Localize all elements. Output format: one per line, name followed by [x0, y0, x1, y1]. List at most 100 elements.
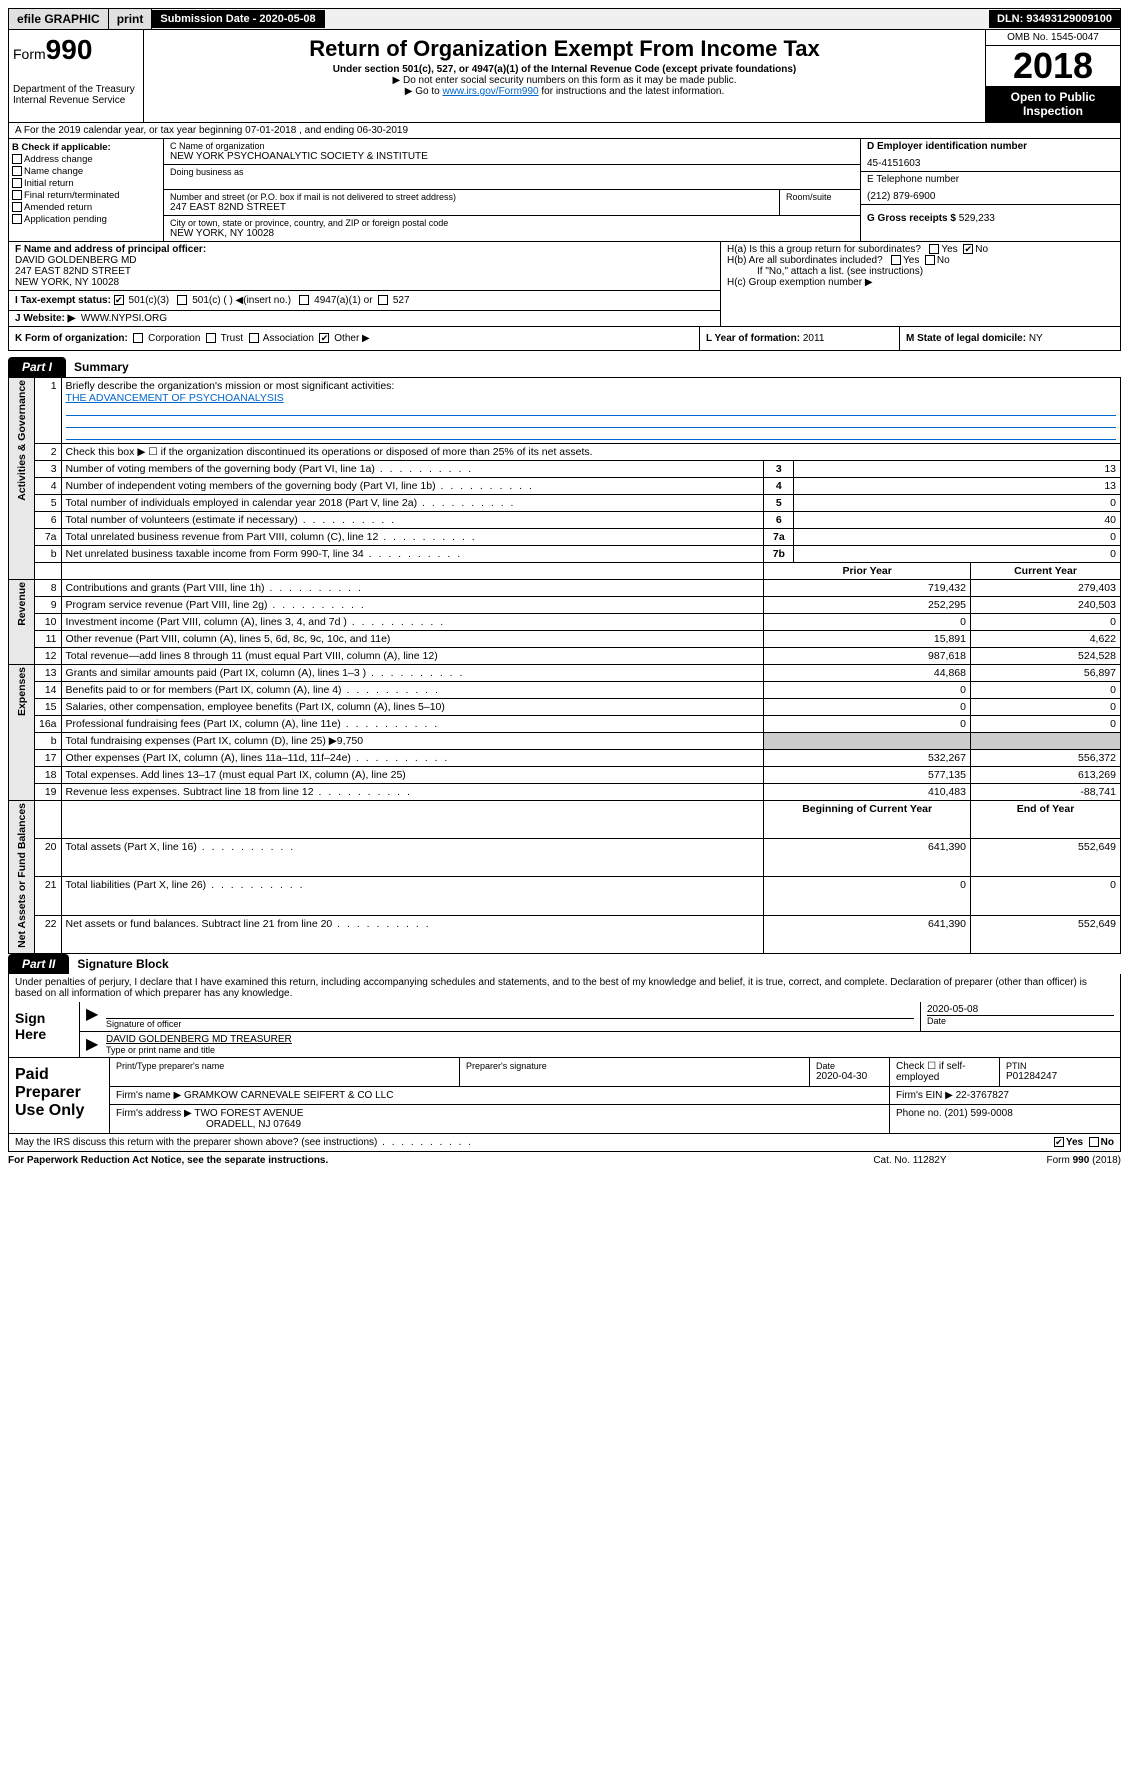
- line-20-num: 20: [35, 839, 62, 877]
- initial-return-checkbox[interactable]: [12, 178, 22, 188]
- note-ssn: ▶ Do not enter social security numbers o…: [148, 75, 981, 86]
- ein-value: 45-4151603: [867, 158, 1114, 169]
- 4947a1-checkbox[interactable]: [299, 295, 309, 305]
- dba-label: Doing business as: [170, 167, 854, 177]
- line-8-desc: Contributions and grants (Part VIII, lin…: [61, 580, 764, 597]
- line-16b-num: b: [35, 733, 62, 750]
- 501c3-checkbox[interactable]: ✔: [114, 295, 124, 305]
- line-5-desc: Total number of individuals employed in …: [61, 495, 764, 512]
- print-button[interactable]: print: [109, 9, 153, 29]
- pra-notice: For Paperwork Reduction Act Notice, see …: [8, 1155, 328, 1166]
- line-12-desc: Total revenue—add lines 8 through 11 (mu…: [61, 648, 764, 665]
- firm-name-label: Firm's name ▶: [116, 1090, 181, 1101]
- line-4-desc: Number of independent voting members of …: [61, 478, 764, 495]
- efile-graphic-button[interactable]: efile GRAPHIC: [9, 9, 109, 29]
- hb-no-checkbox[interactable]: [925, 255, 935, 265]
- line-7b-val: 0: [794, 546, 1121, 563]
- line-20-desc: Total assets (Part X, line 16): [61, 839, 764, 877]
- dln-label: DLN:: [997, 13, 1026, 25]
- box-b-label: B Check if applicable:: [12, 142, 111, 153]
- line-20-cy: 552,649: [971, 839, 1121, 877]
- note-goto-post: for instructions and the latest informat…: [539, 86, 725, 97]
- firm-addr1: TWO FOREST AVENUE: [194, 1108, 303, 1119]
- line-4-val: 13: [794, 478, 1121, 495]
- part-1-tab: Part I: [8, 357, 66, 377]
- box-b: B Check if applicable: Address change Na…: [9, 139, 164, 241]
- line-21-desc: Total liabilities (Part X, line 26): [61, 877, 764, 915]
- line-11-desc: Other revenue (Part VIII, column (A), li…: [61, 631, 764, 648]
- line-22-py: 641,390: [764, 915, 971, 953]
- line-10-py: 0: [764, 614, 971, 631]
- ein-label: D Employer identification number: [867, 141, 1027, 152]
- firm-addr2: ORADELL, NJ 07649: [116, 1119, 301, 1130]
- line-9-desc: Program service revenue (Part VIII, line…: [61, 597, 764, 614]
- line-3-desc: Number of voting members of the governin…: [61, 461, 764, 478]
- ha-yes-checkbox[interactable]: [929, 244, 939, 254]
- line-13-desc: Grants and similar amounts paid (Part IX…: [61, 665, 764, 682]
- submission-date: Submission Date - 2020-05-08: [152, 10, 324, 28]
- amended-return-checkbox[interactable]: [12, 202, 22, 212]
- line-18-desc: Total expenses. Add lines 13–17 (must eq…: [61, 767, 764, 784]
- other-checkbox[interactable]: ✔: [319, 333, 329, 343]
- line-7b-desc: Net unrelated business taxable income fr…: [61, 546, 764, 563]
- irs-label: Internal Revenue Service: [13, 95, 139, 106]
- line-17-py: 532,267: [764, 750, 971, 767]
- name-title-label: Type or print name and title: [106, 1045, 1114, 1055]
- 527-checkbox[interactable]: [378, 295, 388, 305]
- line-20-py: 641,390: [764, 839, 971, 877]
- line-7a-val: 0: [794, 529, 1121, 546]
- line-15-py: 0: [764, 699, 971, 716]
- dln-value: 93493129009100: [1026, 13, 1112, 25]
- sig-date-label: Date: [927, 1015, 1114, 1026]
- form-header: Form990 Department of the Treasury Inter…: [8, 30, 1121, 123]
- entity-block: B Check if applicable: Address change Na…: [8, 139, 1121, 242]
- hb-yes-checkbox[interactable]: [891, 255, 901, 265]
- line-9-py: 252,295: [764, 597, 971, 614]
- discuss-yes-checkbox[interactable]: ✔: [1054, 1137, 1064, 1147]
- gross-receipts-value: 529,233: [959, 213, 995, 224]
- klm-row: K Form of organization: Corporation Trus…: [8, 327, 1121, 351]
- line-2-desc: Check this box ▶ ☐ if the organization d…: [61, 444, 1120, 461]
- city-label: City or town, state or province, country…: [170, 218, 854, 228]
- line-14-desc: Benefits paid to or for members (Part IX…: [61, 682, 764, 699]
- ha-no-checkbox[interactable]: ✔: [963, 244, 973, 254]
- name-change-checkbox[interactable]: [12, 166, 22, 176]
- discuss-no-checkbox[interactable]: [1089, 1137, 1099, 1147]
- line-3-num: 3: [35, 461, 62, 478]
- hc-label: H(c) Group exemption number ▶: [727, 277, 1114, 288]
- line-22-desc: Net assets or fund balances. Subtract li…: [61, 915, 764, 953]
- prep-sig-label: Preparer's signature: [466, 1061, 803, 1071]
- print-name-label: Print/Type preparer's name: [116, 1061, 453, 1071]
- form-subtitle: Under section 501(c), 527, or 4947(a)(1)…: [148, 64, 981, 75]
- line-19-desc: Revenue less expenses. Subtract line 18 …: [61, 784, 764, 801]
- assoc-checkbox[interactable]: [249, 333, 259, 343]
- tax-period: A For the 2019 calendar year, or tax yea…: [8, 123, 1121, 139]
- 501c-checkbox[interactable]: [177, 295, 187, 305]
- line-19-cy: -88,741: [971, 784, 1121, 801]
- gross-receipts-label: G Gross receipts $: [867, 213, 959, 224]
- address-change-checkbox[interactable]: [12, 154, 22, 164]
- line-17-desc: Other expenses (Part IX, column (A), lin…: [61, 750, 764, 767]
- officer-addr1: 247 EAST 82ND STREET: [15, 266, 131, 277]
- trust-checkbox[interactable]: [206, 333, 216, 343]
- discuss-row: May the IRS discuss this return with the…: [8, 1134, 1121, 1152]
- officer-name-title: DAVID GOLDENBERG MD TREASURER: [106, 1034, 1114, 1045]
- line-14-py: 0: [764, 682, 971, 699]
- org-name-label: C Name of organization: [170, 141, 854, 151]
- omb-number: OMB No. 1545-0047: [986, 30, 1120, 46]
- final-return-checkbox[interactable]: [12, 190, 22, 200]
- line-3-box: 3: [764, 461, 794, 478]
- line-2-num: 2: [35, 444, 62, 461]
- officer-name: DAVID GOLDENBERG MD: [15, 255, 137, 266]
- box-k-label: K Form of organization:: [15, 333, 128, 344]
- line-18-py: 577,135: [764, 767, 971, 784]
- initial-return-label: Initial return: [24, 178, 74, 189]
- line-14-cy: 0: [971, 682, 1121, 699]
- form-prefix: Form: [13, 46, 46, 62]
- last-line: For Paperwork Reduction Act Notice, see …: [8, 1152, 1121, 1169]
- application-pending-checkbox[interactable]: [12, 214, 22, 224]
- irs-form990-link[interactable]: www.irs.gov/Form990: [442, 86, 538, 97]
- line-7a-num: 7a: [35, 529, 62, 546]
- ha-no-label: No: [975, 244, 988, 255]
- corp-checkbox[interactable]: [133, 333, 143, 343]
